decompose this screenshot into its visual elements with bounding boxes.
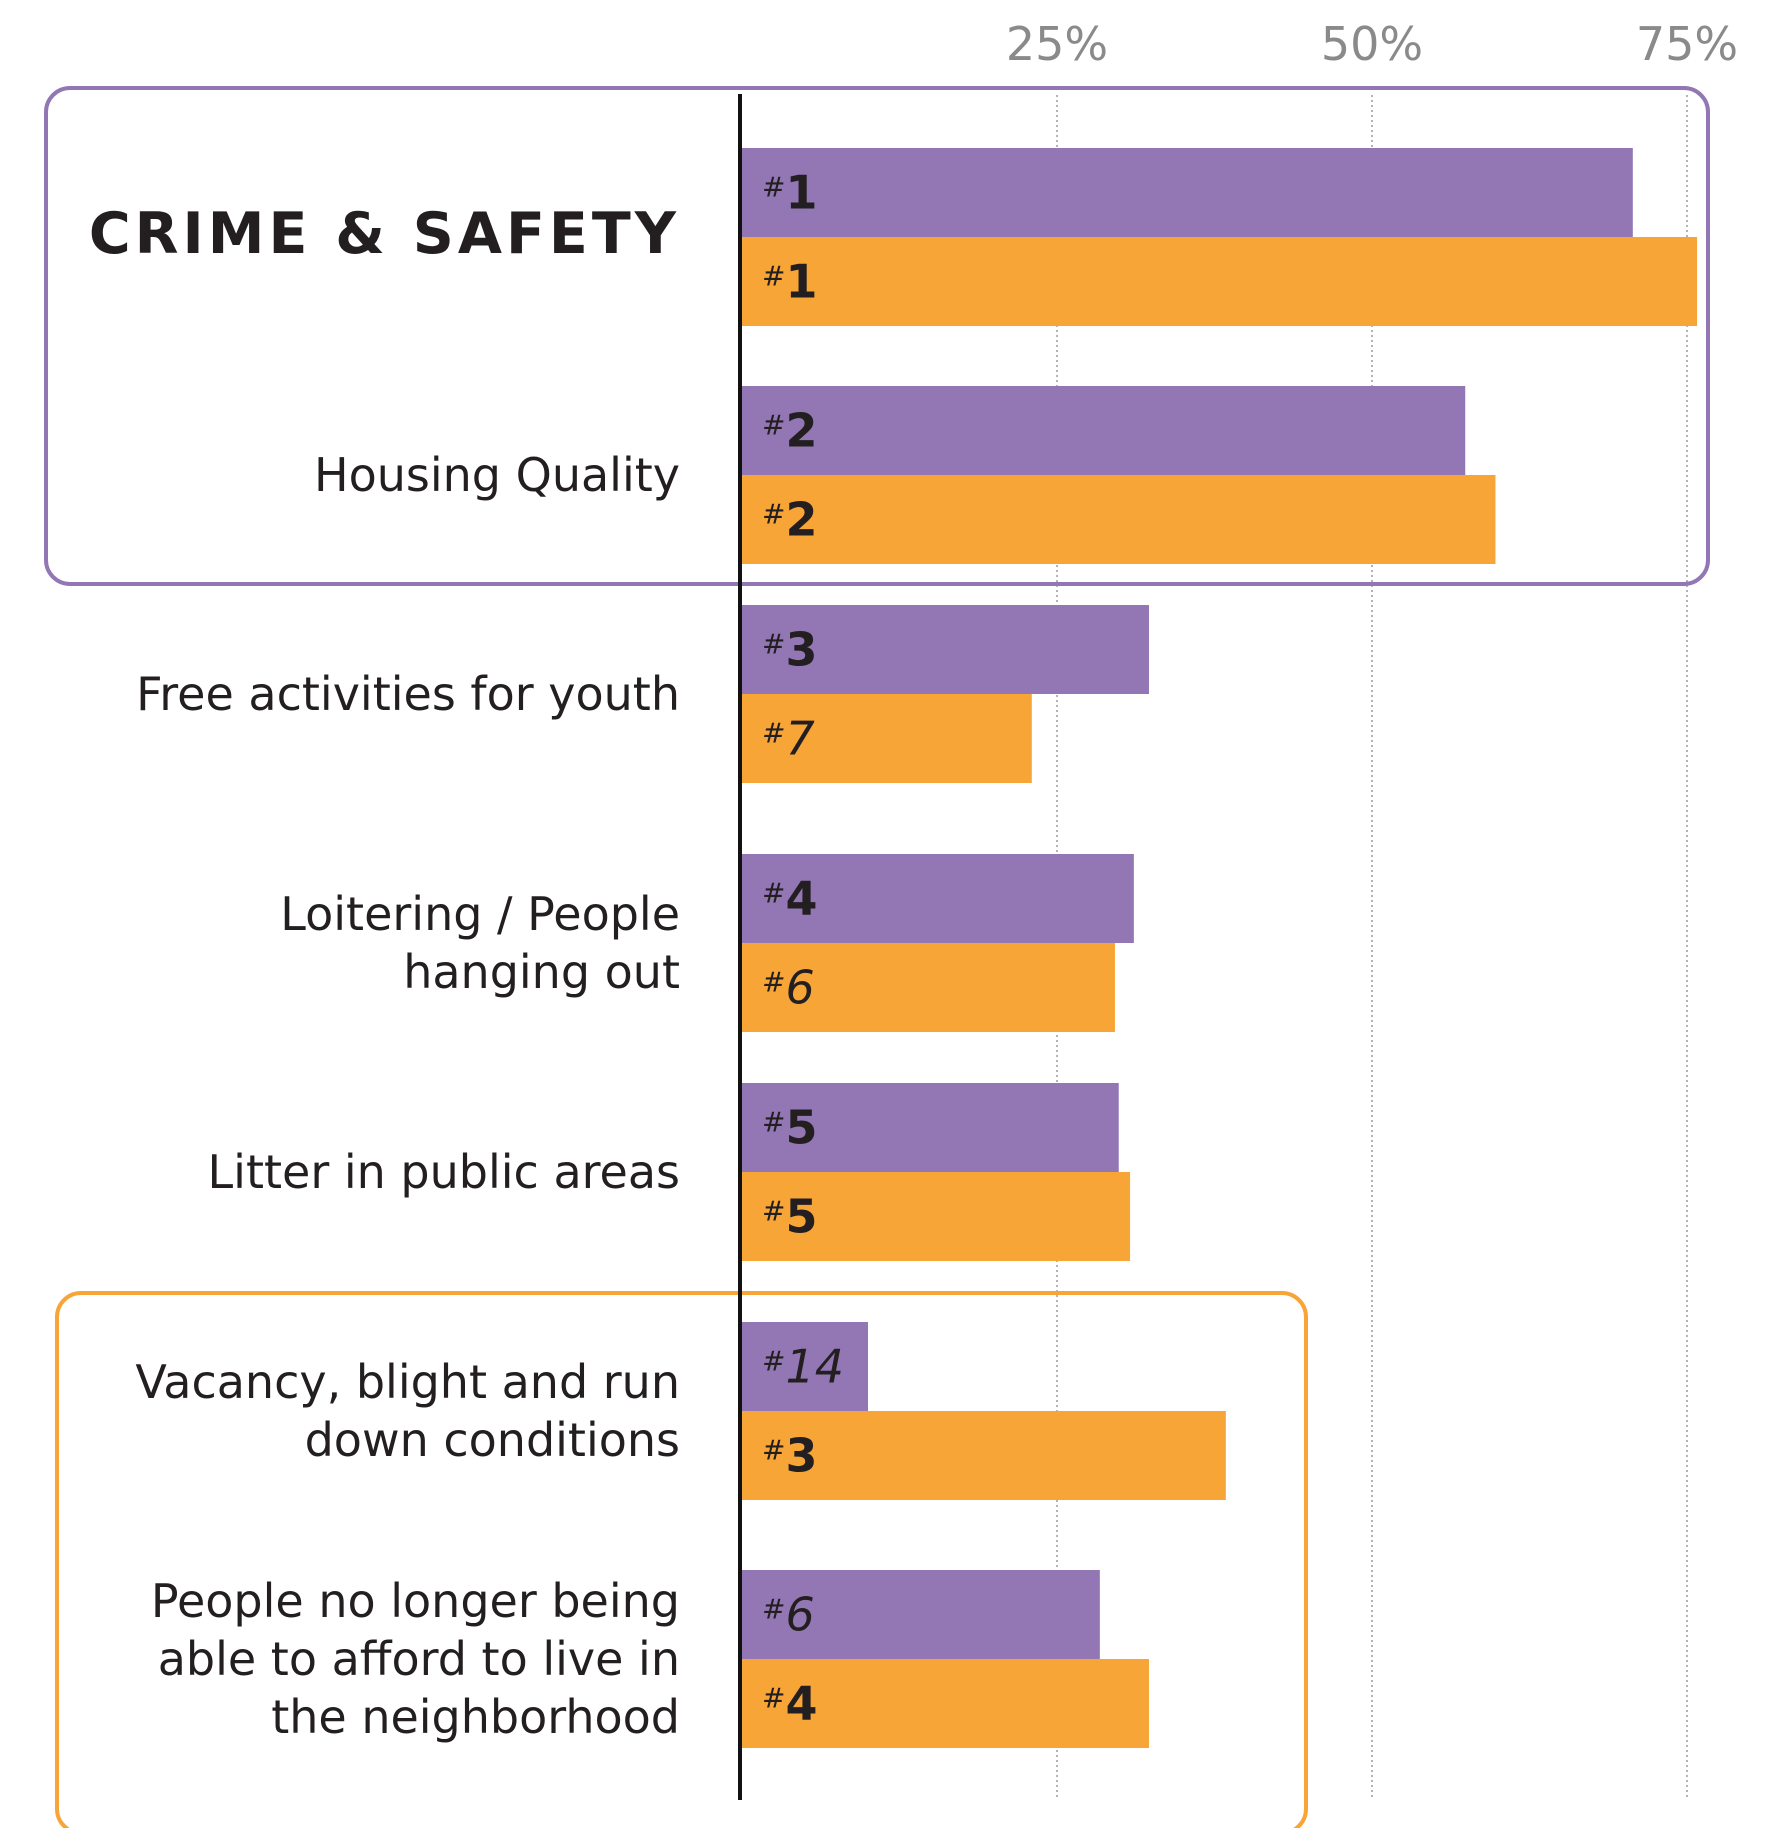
category-label: able to afford to live in — [158, 1632, 680, 1686]
tick-label: 25% — [1006, 17, 1108, 71]
rank-label: #1 — [762, 255, 817, 309]
category-label: Housing Quality — [314, 448, 680, 502]
rank-label: #2 — [762, 493, 817, 547]
category-label: Vacancy, blight and run — [135, 1355, 680, 1409]
rank-label: #7 — [762, 712, 815, 766]
bar — [742, 1322, 868, 1411]
rank-label: #5 — [762, 1190, 817, 1244]
bar — [742, 148, 1633, 237]
rank-label: #3 — [762, 623, 817, 677]
highlight-box — [55, 1291, 1308, 1833]
tick-label: 75% — [1636, 17, 1738, 71]
rank-label: #6 — [762, 961, 815, 1015]
bar — [742, 1411, 1226, 1500]
bar — [742, 237, 1698, 326]
bar — [742, 1659, 1149, 1748]
rank-label: #3 — [762, 1429, 817, 1483]
rank-label: #5 — [762, 1101, 817, 1155]
rank-text: #6 — [762, 961, 815, 1015]
rank-text: #4 — [762, 872, 817, 926]
bar — [742, 475, 1496, 564]
rank-text: #2 — [762, 493, 817, 547]
bar — [742, 943, 1115, 1032]
bar — [742, 854, 1134, 943]
rank-text: #1 — [762, 255, 817, 309]
category-label: CRIME & SAFETY — [89, 201, 680, 267]
category-label: the neighborhood — [271, 1690, 680, 1744]
rank-text: #6 — [762, 1588, 815, 1642]
category-label: down conditions — [305, 1413, 680, 1467]
rank-text: #5 — [762, 1101, 817, 1155]
rank-text: #2 — [762, 404, 817, 458]
rank-text: #5 — [762, 1190, 817, 1244]
rank-label: #4 — [762, 1677, 817, 1731]
highlight-box — [44, 86, 1710, 586]
rank-text: #4 — [762, 1677, 817, 1731]
bar — [742, 1172, 1131, 1261]
bar — [742, 1570, 1100, 1659]
rank-label: #6 — [762, 1588, 815, 1642]
bar — [742, 605, 1149, 694]
rank-label: #2 — [762, 404, 817, 458]
category-label: Litter in public areas — [208, 1145, 680, 1199]
rank-text: #3 — [762, 623, 817, 677]
rank-text: #1 — [762, 166, 817, 220]
category-label: Free activities for youth — [136, 667, 680, 721]
rank-label: #1 — [762, 166, 817, 220]
category-label: Loitering / People — [280, 887, 680, 941]
bar — [742, 386, 1466, 475]
rank-text: #14 — [762, 1340, 844, 1394]
tick-label: 50% — [1321, 17, 1423, 71]
rank-label: #4 — [762, 872, 817, 926]
rank-label: #14 — [762, 1340, 844, 1394]
bar — [742, 1083, 1119, 1172]
rank-text: #7 — [762, 712, 815, 766]
category-label: hanging out — [403, 945, 680, 999]
rank-text: #3 — [762, 1429, 817, 1483]
category-label: People no longer being — [151, 1574, 680, 1628]
bar — [742, 694, 1032, 783]
